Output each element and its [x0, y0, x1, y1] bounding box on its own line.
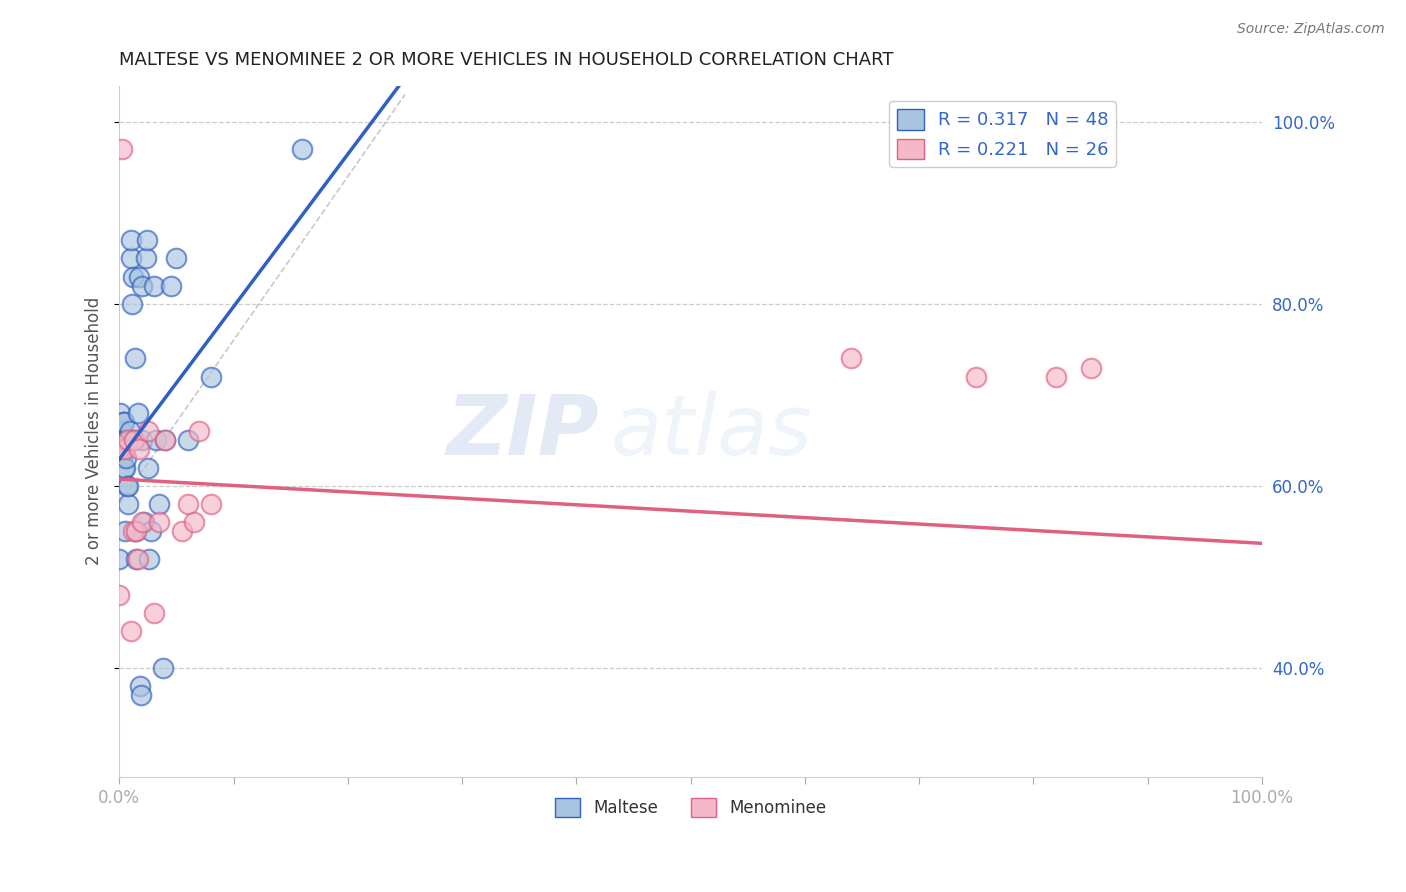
Point	[122, 524, 145, 539]
Point	[177, 497, 200, 511]
Point	[115, 451, 138, 466]
Text: atlas: atlas	[610, 391, 813, 472]
Point	[110, 451, 132, 466]
Point	[136, 460, 159, 475]
Point	[118, 424, 141, 438]
Point	[114, 434, 136, 448]
Point	[177, 434, 200, 448]
Legend: Maltese, Menominee: Maltese, Menominee	[548, 791, 834, 824]
Point	[153, 434, 176, 448]
Point	[291, 142, 314, 156]
Point	[153, 434, 176, 448]
Point	[108, 551, 131, 566]
Point	[117, 479, 139, 493]
Point	[839, 351, 862, 366]
Point	[128, 679, 150, 693]
Point	[188, 424, 211, 438]
Point	[117, 434, 139, 448]
Y-axis label: 2 or more Vehicles in Household: 2 or more Vehicles in Household	[86, 297, 103, 566]
Point	[110, 406, 132, 420]
Point	[114, 460, 136, 475]
Point	[127, 406, 149, 420]
Point	[129, 688, 152, 702]
Point	[125, 524, 148, 539]
Point	[122, 434, 145, 448]
Point	[135, 233, 157, 247]
Text: ZIP: ZIP	[447, 391, 599, 472]
Point	[114, 442, 136, 457]
Point	[110, 424, 132, 438]
Point	[200, 369, 222, 384]
Point	[142, 278, 165, 293]
Point	[112, 460, 135, 475]
Point	[117, 497, 139, 511]
Text: MALTESE VS MENOMINEE 2 OR MORE VEHICLES IN HOUSEHOLD CORRELATION CHART: MALTESE VS MENOMINEE 2 OR MORE VEHICLES …	[120, 51, 894, 69]
Point	[1080, 360, 1102, 375]
Point	[127, 551, 149, 566]
Point	[1045, 369, 1067, 384]
Point	[135, 252, 157, 266]
Point	[183, 515, 205, 529]
Point	[111, 415, 134, 429]
Point	[108, 588, 131, 602]
Point	[965, 369, 987, 384]
Point	[134, 515, 156, 529]
Point	[120, 233, 142, 247]
Point	[128, 442, 150, 457]
Point	[148, 515, 170, 529]
Point	[145, 434, 167, 448]
Point	[128, 269, 150, 284]
Point	[165, 252, 187, 266]
Point	[152, 661, 174, 675]
Point	[117, 479, 139, 493]
Point	[172, 524, 194, 539]
Point	[125, 524, 148, 539]
Point	[120, 624, 142, 639]
Point	[159, 278, 181, 293]
Point	[131, 515, 153, 529]
Point	[136, 424, 159, 438]
Point	[117, 434, 139, 448]
Point	[122, 434, 145, 448]
Point	[142, 606, 165, 620]
Point	[111, 442, 134, 457]
Point	[125, 551, 148, 566]
Point	[138, 551, 160, 566]
Point	[114, 524, 136, 539]
Point	[141, 524, 163, 539]
Point	[124, 351, 146, 366]
Point	[112, 415, 135, 429]
Point	[115, 434, 138, 448]
Point	[110, 142, 132, 156]
Point	[122, 269, 145, 284]
Point	[131, 434, 153, 448]
Point	[148, 497, 170, 511]
Point	[120, 252, 142, 266]
Point	[121, 297, 143, 311]
Point	[200, 497, 222, 511]
Point	[131, 278, 153, 293]
Point	[108, 442, 131, 457]
Text: Source: ZipAtlas.com: Source: ZipAtlas.com	[1237, 22, 1385, 37]
